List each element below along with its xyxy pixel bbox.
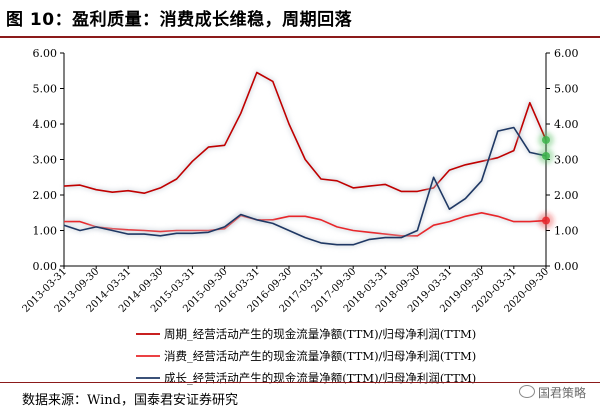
y-left-tick-label: 2.00 (33, 189, 58, 202)
line-chart: 0.00 1.00 2.00 3.00 4.00 5.00 6.00 0.00 1.00 2.00… (21, 47, 579, 385)
legend-label-1: 消费_经营活动产生的现金流量净额(TTM)/归母净利润(TTM) (164, 349, 476, 363)
y-left-tick-label: 0.00 (33, 260, 58, 273)
series-line-1 (64, 212, 547, 237)
y-left-tick-label: 1.00 (33, 225, 58, 238)
y-left-tick-label: 3.00 (33, 154, 58, 167)
series-glow-0 (63, 70, 549, 196)
y-left-tick-label: 5.00 (33, 83, 58, 96)
y-right-tick-label: 2.00 (554, 189, 579, 202)
y-left-tick-label: 6.00 (33, 47, 58, 60)
watermark-label: 国君策略 (537, 386, 586, 400)
y-right-tick-label: 0.00 (554, 260, 579, 273)
y-left-tick-label: 4.00 (33, 118, 58, 131)
title-rule (0, 36, 600, 38)
wechat-icon (518, 385, 535, 398)
footer-rule (0, 382, 600, 383)
end-marker-1 (542, 151, 550, 160)
figure-title: 图 10：盈利质量：消费成长维稳，周期回落 (6, 10, 353, 30)
y-right-tick-label: 3.00 (554, 154, 579, 167)
end-marker-0 (542, 135, 550, 144)
y-right-tick-label: 4.00 (554, 118, 579, 131)
legend-label-2: 成长_经营活动产生的现金流量净额(TTM)/归母净利润(TTM) (164, 371, 476, 385)
series-line-0 (63, 71, 547, 194)
data-source: 数据来源：Wind，国泰君安证券研究 (22, 393, 238, 408)
series-glow-2 (63, 125, 547, 248)
end-marker-2 (542, 216, 550, 225)
y-right-tick-label: 1.00 (554, 225, 579, 238)
watermark: 国君策略 (518, 384, 586, 401)
y-right-tick-label: 5.00 (554, 83, 579, 96)
series-line-2 (63, 126, 547, 246)
y-right-tick-label: 6.00 (554, 47, 579, 60)
legend-label-0: 周期_经营活动产生的现金流量净额(TTM)/归母净利润(TTM) (164, 327, 476, 341)
